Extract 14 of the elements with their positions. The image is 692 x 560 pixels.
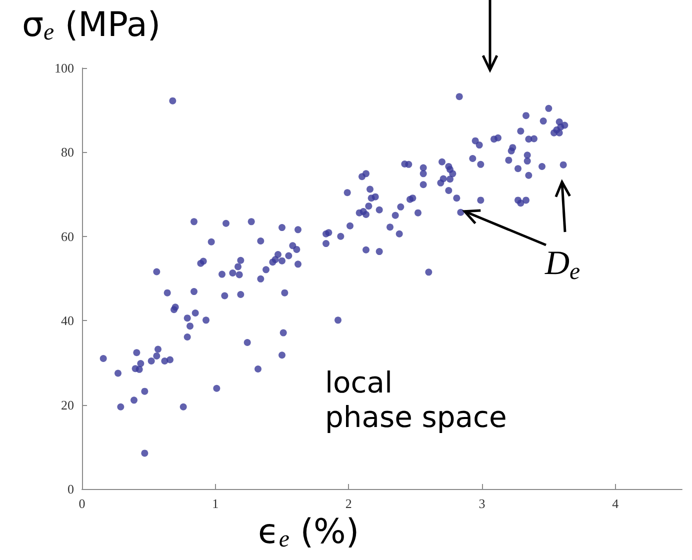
y-axis-title: σe (MPa) [22, 5, 161, 46]
y-tick-label: 40 [61, 313, 74, 328]
y-tick-label: 0 [68, 482, 74, 496]
x-tick-label: 4 [612, 496, 620, 511]
y-tick-label: 60 [61, 228, 74, 244]
y-tick-label: 100 [54, 60, 74, 76]
y-tick-label: 20 [61, 397, 74, 412]
x-tick-label: 3 [478, 496, 486, 511]
x-tick-label: 0 [78, 496, 86, 511]
x-tick-label: 2 [345, 496, 352, 511]
annotation: local phase space [325, 365, 507, 434]
x-axis-title: ϵe (%) [258, 512, 360, 553]
y-tick-label: 80 [61, 144, 74, 160]
x-tick-label: 1 [212, 496, 219, 511]
